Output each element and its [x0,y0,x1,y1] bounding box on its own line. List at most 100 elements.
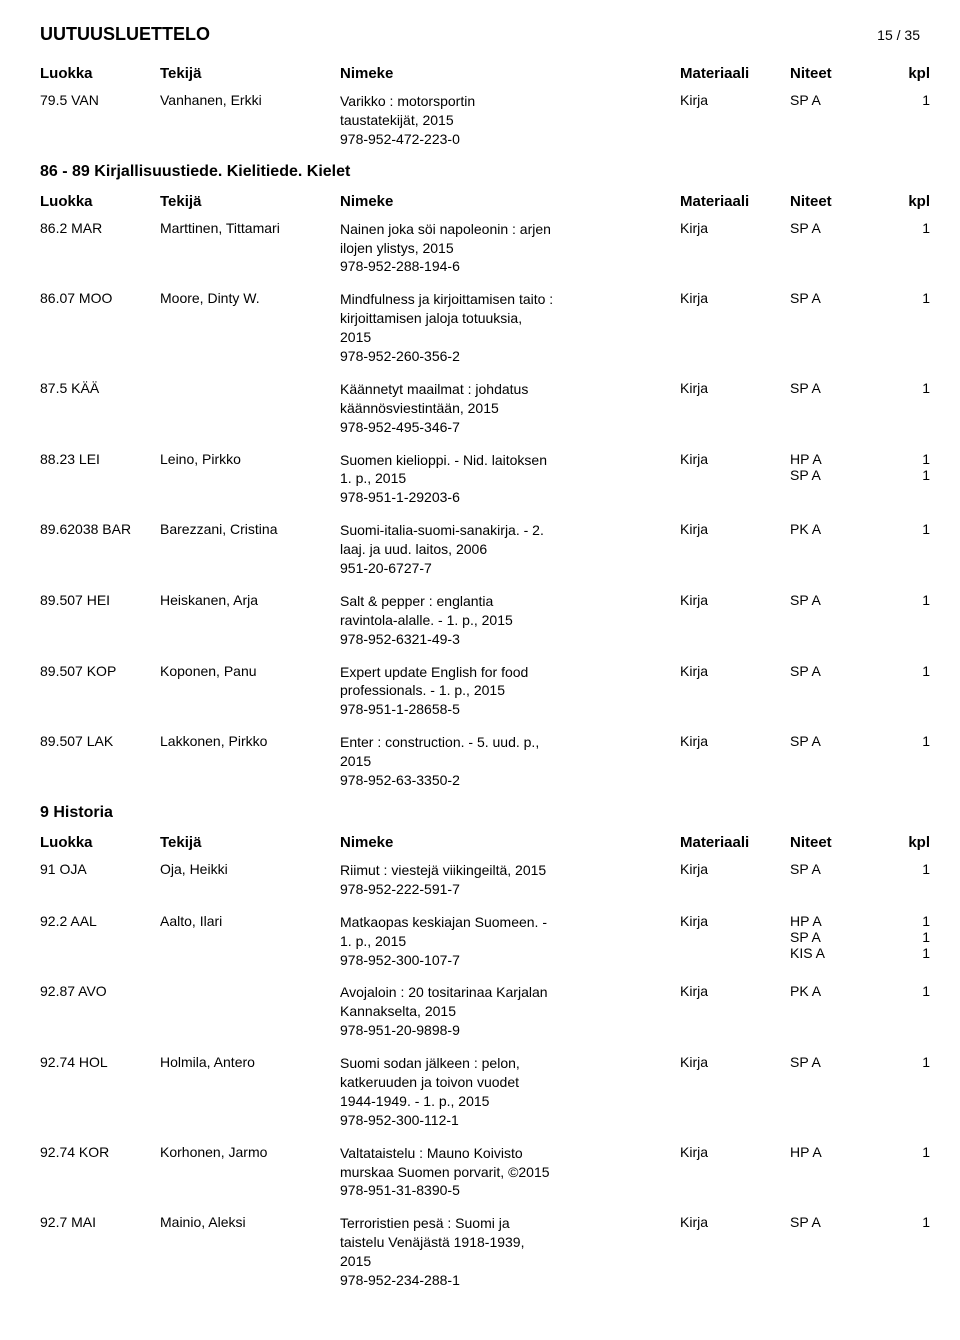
catalog-row: 92.7 MAI Mainio, Aleksi Terroristien pes… [40,1210,920,1300]
cell-counts: 111 [890,913,930,961]
title-line: 1. p., 2015 [340,469,670,488]
cell-title: Riimut : viestejä viikingeiltä, 2015978-… [340,861,670,899]
holding-count: 1 [890,521,930,537]
catalog-row: 92.87 AVO Avojaloin : 20 tositarinaa Kar… [40,979,920,1050]
holding-loc: SP A [790,220,880,236]
cell-holdings: SP A [790,663,880,679]
section-heading: 86 - 89 Kirjallisuustiede. Kielitiede. K… [40,163,920,181]
cell-material: Kirja [680,1144,780,1160]
title-line: 2015 [340,752,670,771]
cell-title: Avojaloin : 20 tositarinaa KarjalanKanna… [340,983,670,1040]
cell-title: Enter : construction. - 5. uud. p.,20159… [340,733,670,790]
page-title: UUTUUSLUETTELO [40,24,210,45]
title-line: Salt & pepper : englantia [340,592,670,611]
holding-count: 1 [890,861,930,877]
title-line: 978-951-1-28658-5 [340,700,670,719]
holding-count: 1 [890,92,930,108]
cell-class: 79.5 VAN [40,92,150,108]
title-line: taustatekijät, 2015 [340,111,670,130]
col-kpl: kpl [890,65,930,82]
cell-holdings: HP ASP A [790,451,880,483]
catalog-row: 86.2 MAR Marttinen, Tittamari Nainen jok… [40,216,920,287]
col-luokka: Luokka [40,65,150,82]
catalog-row: 92.74 KOR Korhonen, Jarmo Valtataistelu … [40,1140,920,1211]
title-line: Riimut : viestejä viikingeiltä, 2015 [340,861,670,880]
title-line: murskaa Suomen porvarit, ©2015 [340,1163,670,1182]
col-materiaali: Materiaali [680,193,780,210]
title-line: Suomi-italia-suomi-sanakirja. - 2. [340,521,670,540]
title-line: Nainen joka söi napoleonin : arjen [340,220,670,239]
holding-count: 1 [890,663,930,679]
cell-title: Terroristien pesä : Suomi jataistelu Ven… [340,1214,670,1290]
column-header-row: Luokka Tekijä Nimeke Materiaali Niteet k… [40,63,920,88]
col-tekija: Tekijä [160,834,330,851]
cell-counts: 1 [890,861,930,877]
title-line: 1. p., 2015 [340,932,670,951]
cell-title: Nainen joka söi napoleonin : arjenilojen… [340,220,670,277]
holding-loc: SP A [790,733,880,749]
cell-author: Holmila, Antero [160,1054,330,1070]
cell-title: Suomi sodan jälkeen : pelon,katkeruuden … [340,1054,670,1130]
holding-count: 1 [890,592,930,608]
cell-counts: 11 [890,451,930,483]
cell-class: 86.07 MOO [40,290,150,306]
cell-material: Kirja [680,521,780,537]
cell-material: Kirja [680,861,780,877]
cell-class: 92.74 HOL [40,1054,150,1070]
cell-material: Kirja [680,663,780,679]
cell-material: Kirja [680,733,780,749]
holding-loc: SP A [790,92,880,108]
catalog-row: 87.5 KÄÄ Käännetyt maailmat : johdatuskä… [40,376,920,447]
cell-holdings: SP A [790,92,880,108]
col-nimeke: Nimeke [340,193,670,210]
cell-author: Mainio, Aleksi [160,1214,330,1230]
cell-material: Kirja [680,451,780,467]
cell-holdings: SP A [790,380,880,396]
page-number: 15 / 35 [877,27,920,43]
holding-loc: HP A [790,451,880,467]
cell-material: Kirja [680,380,780,396]
cell-class: 88.23 LEI [40,451,150,467]
cell-class: 92.87 AVO [40,983,150,999]
holding-loc: SP A [790,1054,880,1070]
cell-class: 92.7 MAI [40,1214,150,1230]
holding-count: 1 [890,451,930,467]
catalog-row: 91 OJA Oja, Heikki Riimut : viestejä vii… [40,857,920,909]
title-line: 978-952-288-194-6 [340,257,670,276]
title-line: Avojaloin : 20 tositarinaa Karjalan [340,983,670,1002]
title-line: 978-951-31-8390-5 [340,1181,670,1200]
catalog-row: 89.507 KOP Koponen, Panu Expert update E… [40,659,920,730]
cell-title: Valtataistelu : Mauno Koivistomurskaa Su… [340,1144,670,1201]
holding-count: 1 [890,290,930,306]
catalog-row: 89.507 HEI Heiskanen, Arja Salt & pepper… [40,588,920,659]
holding-count: 1 [890,220,930,236]
cell-author: Lakkonen, Pirkko [160,733,330,749]
cell-material: Kirja [680,220,780,236]
title-line: 951-20-6727-7 [340,559,670,578]
title-line: Mindfulness ja kirjoittamisen taito : [340,290,670,309]
holding-count: 1 [890,1054,930,1070]
cell-class: 89.507 HEI [40,592,150,608]
cell-holdings: SP A [790,1214,880,1230]
cell-counts: 1 [890,983,930,999]
cell-holdings: SP A [790,290,880,306]
catalog-row: 92.74 HOL Holmila, Antero Suomi sodan jä… [40,1050,920,1140]
cell-title: Suomen kielioppi. - Nid. laitoksen1. p.,… [340,451,670,508]
title-line: Terroristien pesä : Suomi ja [340,1214,670,1233]
cell-class: 89.62038 BAR [40,521,150,537]
col-luokka: Luokka [40,834,150,851]
holding-loc: SP A [790,290,880,306]
title-line: 978-952-300-107-7 [340,951,670,970]
cell-class: 89.507 LAK [40,733,150,749]
cell-author: Leino, Pirkko [160,451,330,467]
title-line: 978-951-20-9898-9 [340,1021,670,1040]
cell-title: Matkaopas keskiajan Suomeen. -1. p., 201… [340,913,670,970]
holding-count: 1 [890,467,930,483]
title-line: Käännetyt maailmat : johdatus [340,380,670,399]
title-line: kirjoittamisen jaloja totuuksia, [340,309,670,328]
cell-class: 89.507 KOP [40,663,150,679]
cell-title: Mindfulness ja kirjoittamisen taito :kir… [340,290,670,366]
cell-class: 87.5 KÄÄ [40,380,150,396]
title-line: Matkaopas keskiajan Suomeen. - [340,913,670,932]
catalog-row: 92.2 AAL Aalto, Ilari Matkaopas keskiaja… [40,909,920,980]
